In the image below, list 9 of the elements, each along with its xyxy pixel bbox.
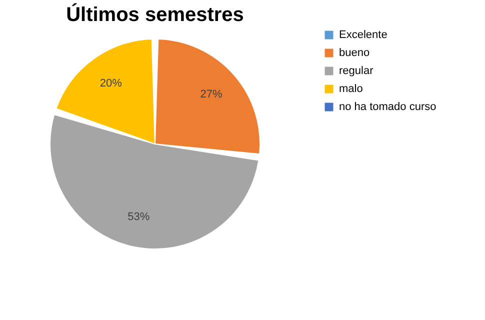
- data-label: 53%: [128, 211, 150, 224]
- chart-title: Últimos semestres: [66, 3, 244, 26]
- data-label: 20%: [100, 77, 122, 90]
- legend-label: Excelente: [339, 29, 388, 41]
- legend-label: bueno: [339, 47, 370, 59]
- legend-label: malo: [339, 83, 363, 95]
- legend-label: regular: [339, 65, 374, 77]
- legend-label: no ha tomado curso: [339, 101, 436, 113]
- data-label: 27%: [200, 88, 222, 100]
